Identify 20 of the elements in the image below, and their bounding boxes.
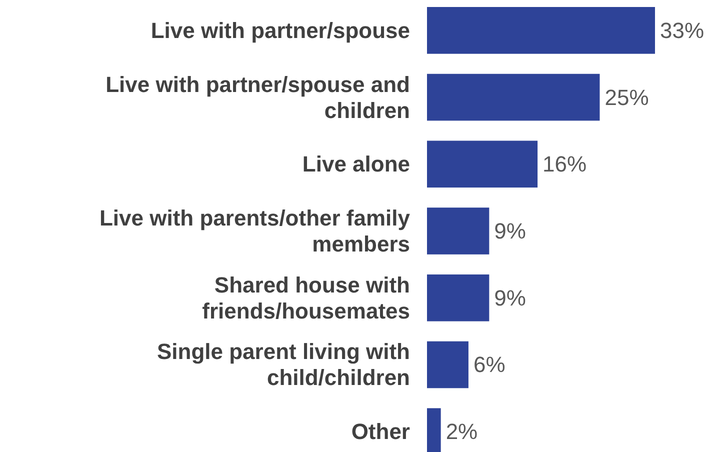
y-tick-label: Live with parents/other family members bbox=[99, 206, 411, 256]
bar bbox=[427, 274, 490, 322]
bar bbox=[427, 140, 538, 188]
bar bbox=[427, 7, 655, 54]
data-label: 25% bbox=[604, 84, 649, 110]
bar bbox=[427, 208, 490, 254]
data-label: 6% bbox=[473, 352, 506, 378]
y-tick-label: Shared house with friends/housemates bbox=[202, 272, 410, 324]
y-tick-label: Live with partner/spouse bbox=[150, 18, 410, 43]
y-tick-label: Live with partner/spouse and children bbox=[106, 72, 410, 123]
bar bbox=[427, 341, 468, 388]
bar bbox=[427, 74, 600, 121]
data-label: 9% bbox=[494, 218, 526, 244]
y-tick-label: Live alone bbox=[302, 152, 410, 177]
data-label: 2% bbox=[446, 419, 478, 444]
y-tick-label: Single parent living with child/children bbox=[156, 339, 410, 390]
data-label: 16% bbox=[542, 152, 587, 177]
y-tick-label: Other bbox=[351, 419, 410, 444]
data-label: 9% bbox=[494, 285, 526, 310]
data-label: 33% bbox=[660, 18, 704, 43]
